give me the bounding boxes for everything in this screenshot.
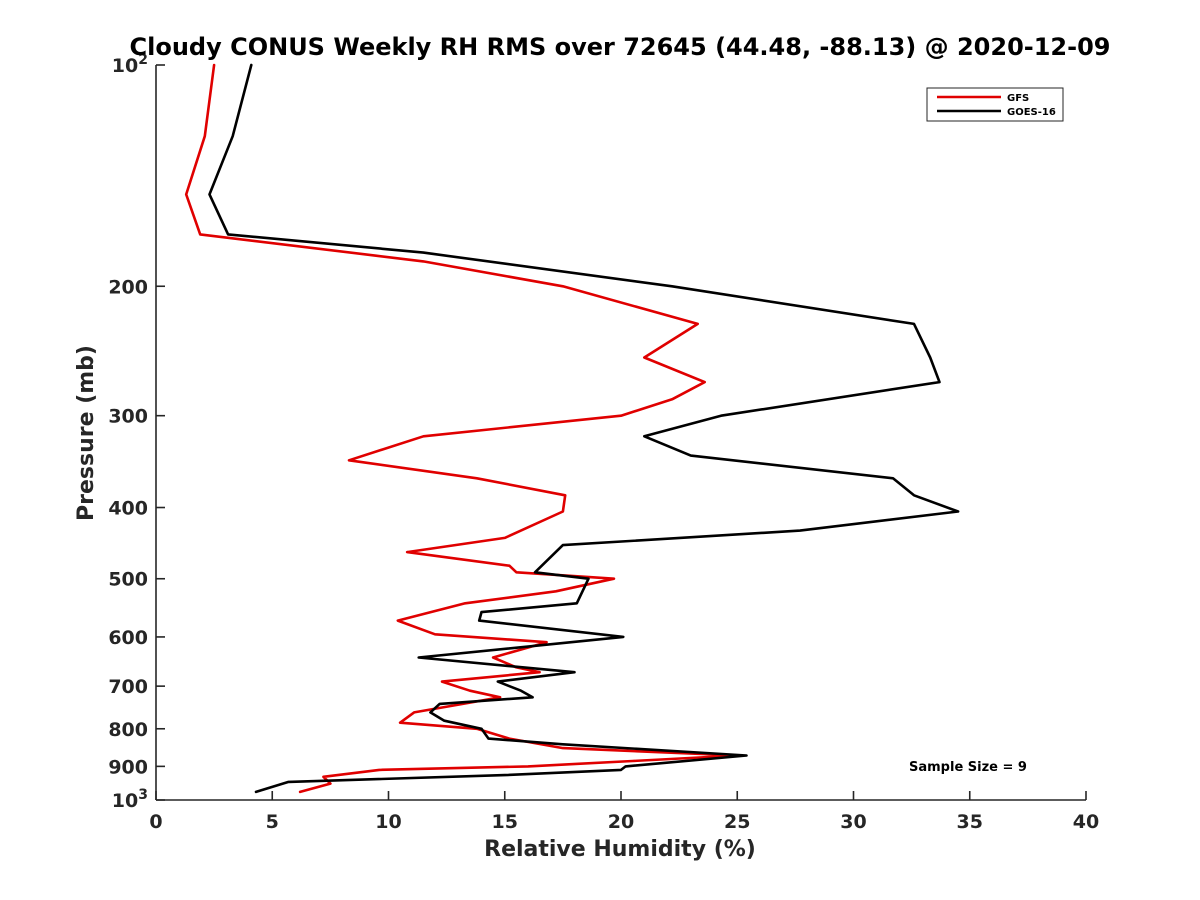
- legend-box: [926, 87, 1064, 122]
- x-tick-label: 0: [149, 811, 162, 833]
- y-tick-label: 800: [108, 719, 148, 741]
- y-tick-label: 600: [108, 627, 148, 649]
- y-tick-label: 300: [108, 406, 148, 428]
- legend: GFS GOES-16: [926, 87, 1064, 122]
- x-axis-label: Relative Humidity (%): [484, 837, 756, 862]
- series-line-goes16: [208, 63, 960, 794]
- x-axis-ticks: 0 5 10 15 20 25 30 35 40: [149, 791, 1099, 833]
- y-axis-ticks: 102 200 300 400 500 600 700 800 900 103: [108, 52, 165, 812]
- sample-size-annotation: Sample Size = 9: [909, 760, 1027, 775]
- y-tick-label: 700: [108, 676, 148, 698]
- series-line-gfs: [184, 63, 739, 794]
- y-tick-label: 103: [112, 787, 148, 812]
- x-tick-label: 15: [492, 811, 518, 833]
- chart-title: Cloudy CONUS Weekly RH RMS over 72645 (4…: [130, 33, 1111, 61]
- plot-axes: [155, 65, 1086, 801]
- y-tick-label: 200: [108, 276, 148, 298]
- x-tick-label: 10: [375, 811, 401, 833]
- x-tick-label: 20: [608, 811, 634, 833]
- y-tick-label: 500: [108, 569, 148, 591]
- x-tick-label: 30: [840, 811, 866, 833]
- legend-gfs-label: GFS: [1007, 93, 1029, 104]
- x-tick-label: 25: [724, 811, 750, 833]
- legend-goes16-label: GOES-16: [1007, 107, 1056, 118]
- y-tick-label: 102: [112, 52, 148, 77]
- x-tick-label: 35: [957, 811, 983, 833]
- y-tick-label: 900: [108, 756, 148, 778]
- x-tick-label: 40: [1073, 811, 1099, 833]
- x-tick-label: 5: [266, 811, 279, 833]
- y-axis-label: Pressure (mb): [74, 345, 99, 521]
- y-tick-label: 400: [108, 498, 148, 520]
- series-lines: [184, 63, 960, 794]
